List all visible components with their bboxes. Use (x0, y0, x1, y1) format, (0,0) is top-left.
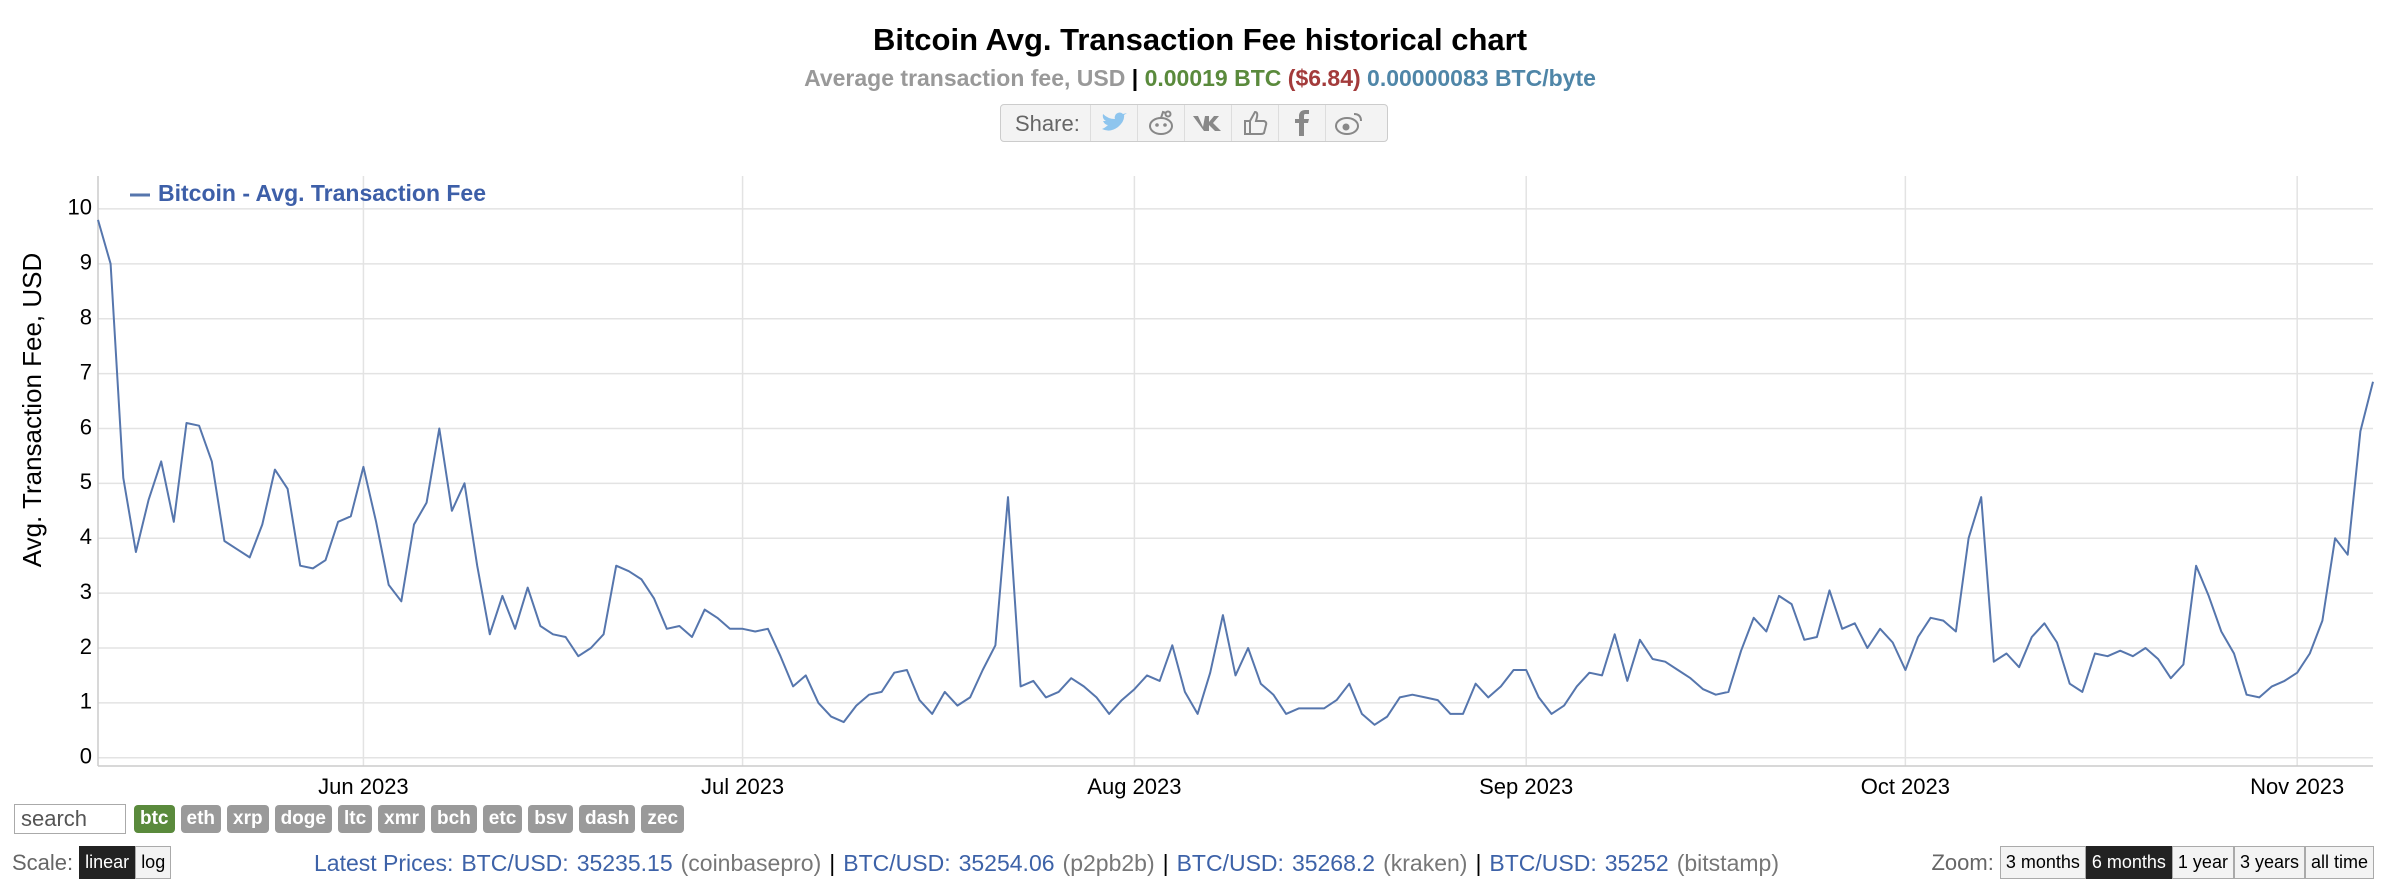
separator: | (1475, 850, 1482, 876)
scale-label: Scale: (12, 849, 74, 875)
x-tick-label: Oct 2023 (1861, 774, 1950, 799)
price-source: (p2pb2b) (1062, 850, 1155, 876)
y-tick-label: 8 (80, 305, 92, 330)
weibo[interactable] (1324, 105, 1372, 141)
zoom-button[interactable]: all time (2304, 846, 2374, 879)
icon (1192, 116, 1221, 131)
price-pair: BTC/USD: (461, 850, 569, 876)
x-tick-label: Aug 2023 (1087, 774, 1181, 799)
coin-button[interactable]: xrp (227, 805, 269, 833)
latest-prices: Latest Prices: BTC/USD: 35235.15 (coinbasep… (314, 850, 1787, 877)
vk[interactable] (1183, 105, 1231, 141)
price-value: 35235.15 (576, 850, 673, 876)
price-pair: BTC/USD: (1176, 850, 1284, 876)
y-tick-label: 2 (80, 634, 92, 659)
zoom-row: Zoom: 3 months 6 months 1 year 3 years all ti… (1931, 846, 2374, 879)
twitter[interactable] (1089, 105, 1137, 141)
y-tick-label: 4 (80, 524, 92, 549)
price-value: 35252 (1604, 850, 1669, 876)
y-tick-label: 6 (80, 414, 92, 439)
share-bar: Share: (1000, 104, 1388, 142)
coin-button[interactable]: etc (482, 805, 523, 833)
icon (1101, 112, 1127, 131)
plot-area (98, 176, 2373, 766)
y-tick-label: 1 (80, 689, 92, 714)
coin-button[interactable]: ltc (337, 805, 373, 833)
y-tick-label: 3 (80, 579, 92, 604)
y-tick-label: 9 (80, 250, 92, 275)
separator: | (1162, 850, 1169, 876)
coin-button[interactable]: dash (579, 805, 636, 833)
y-tick-label: 5 (80, 469, 92, 494)
share-label: Share: (1015, 111, 1080, 136)
x-tick-label: Jul 2023 (701, 774, 784, 799)
icon (1334, 113, 1362, 135)
fee-btc: 0.00019 BTC (1144, 65, 1282, 91)
scale-row: Scale: linear log (12, 846, 172, 879)
separator: | (1131, 65, 1139, 91)
x-tick-label: Sep 2023 (1479, 774, 1573, 799)
zoom-button[interactable]: 1 year (2171, 846, 2234, 879)
legend-label: Bitcoin - Avg. Transaction Fee (158, 180, 486, 206)
price-value: 35268.2 (1291, 850, 1376, 876)
scale-button[interactable]: linear (79, 846, 136, 879)
coin-button[interactable]: bch (431, 805, 477, 833)
subtitle-label: Average transaction fee, USD (804, 65, 1126, 91)
y-tick-label: 10 (68, 195, 92, 220)
price-pair: BTC/USD: (843, 850, 951, 876)
zoom-button[interactable]: 6 months (2085, 846, 2172, 879)
zoom-button[interactable]: 3 months (1999, 846, 2086, 879)
price-value: 35254.06 (958, 850, 1055, 876)
price-source: (coinbasepro) (680, 850, 822, 876)
facebook[interactable] (1277, 105, 1325, 141)
coin-button[interactable]: doge (274, 805, 332, 833)
chart: Avg. Transaction Fee, USD 0 1 2 3 4 5 6 7 8 9 10 Ju… (17, 176, 2374, 799)
price-source: (bitstamp) (1676, 850, 1779, 876)
zoom-button[interactable]: 3 years (2233, 846, 2305, 879)
coin-button[interactable]: xmr (378, 805, 426, 833)
fee-per-byte: 0.00000083 BTC/byte (1367, 65, 1596, 91)
price-source: (kraken) (1383, 850, 1468, 876)
scale-button[interactable]: log (135, 846, 172, 879)
y-tick-label: 0 (80, 744, 92, 769)
prices-label: Latest Prices: (314, 850, 454, 876)
like[interactable] (1230, 105, 1278, 141)
coin-button[interactable]: btc (134, 805, 175, 833)
y-tick-label: 7 (80, 359, 92, 384)
y-axis-label: Avg. Transaction Fee, USD (17, 253, 47, 568)
x-tick-label: Nov 2023 (2250, 774, 2344, 799)
coin-button[interactable]: bsv (528, 805, 574, 833)
icon (1148, 110, 1173, 135)
icon (1243, 110, 1268, 135)
separator: | (829, 850, 836, 876)
zoom-label: Zoom: (1931, 849, 1994, 875)
coin-button[interactable]: eth (180, 805, 221, 833)
coin-row: search btc eth xrp doge ltc xmr bch etc bsv dash ze… (14, 804, 690, 834)
line (97, 219, 2374, 726)
coin-button[interactable]: zec (641, 805, 685, 833)
price-pair: BTC/USD: (1489, 850, 1597, 876)
fee-usd: ($6.84) (1287, 65, 1361, 91)
icon (1294, 110, 1309, 136)
chart-title: Bitcoin Avg. Transaction Fee historical … (872, 22, 1528, 57)
subtitle: Average transaction fee, USD | 0.00019 B… (0, 65, 2400, 92)
search-input[interactable]: search (14, 804, 126, 834)
x-tick-label: Jun 2023 (318, 774, 409, 799)
reddit[interactable] (1136, 105, 1184, 141)
